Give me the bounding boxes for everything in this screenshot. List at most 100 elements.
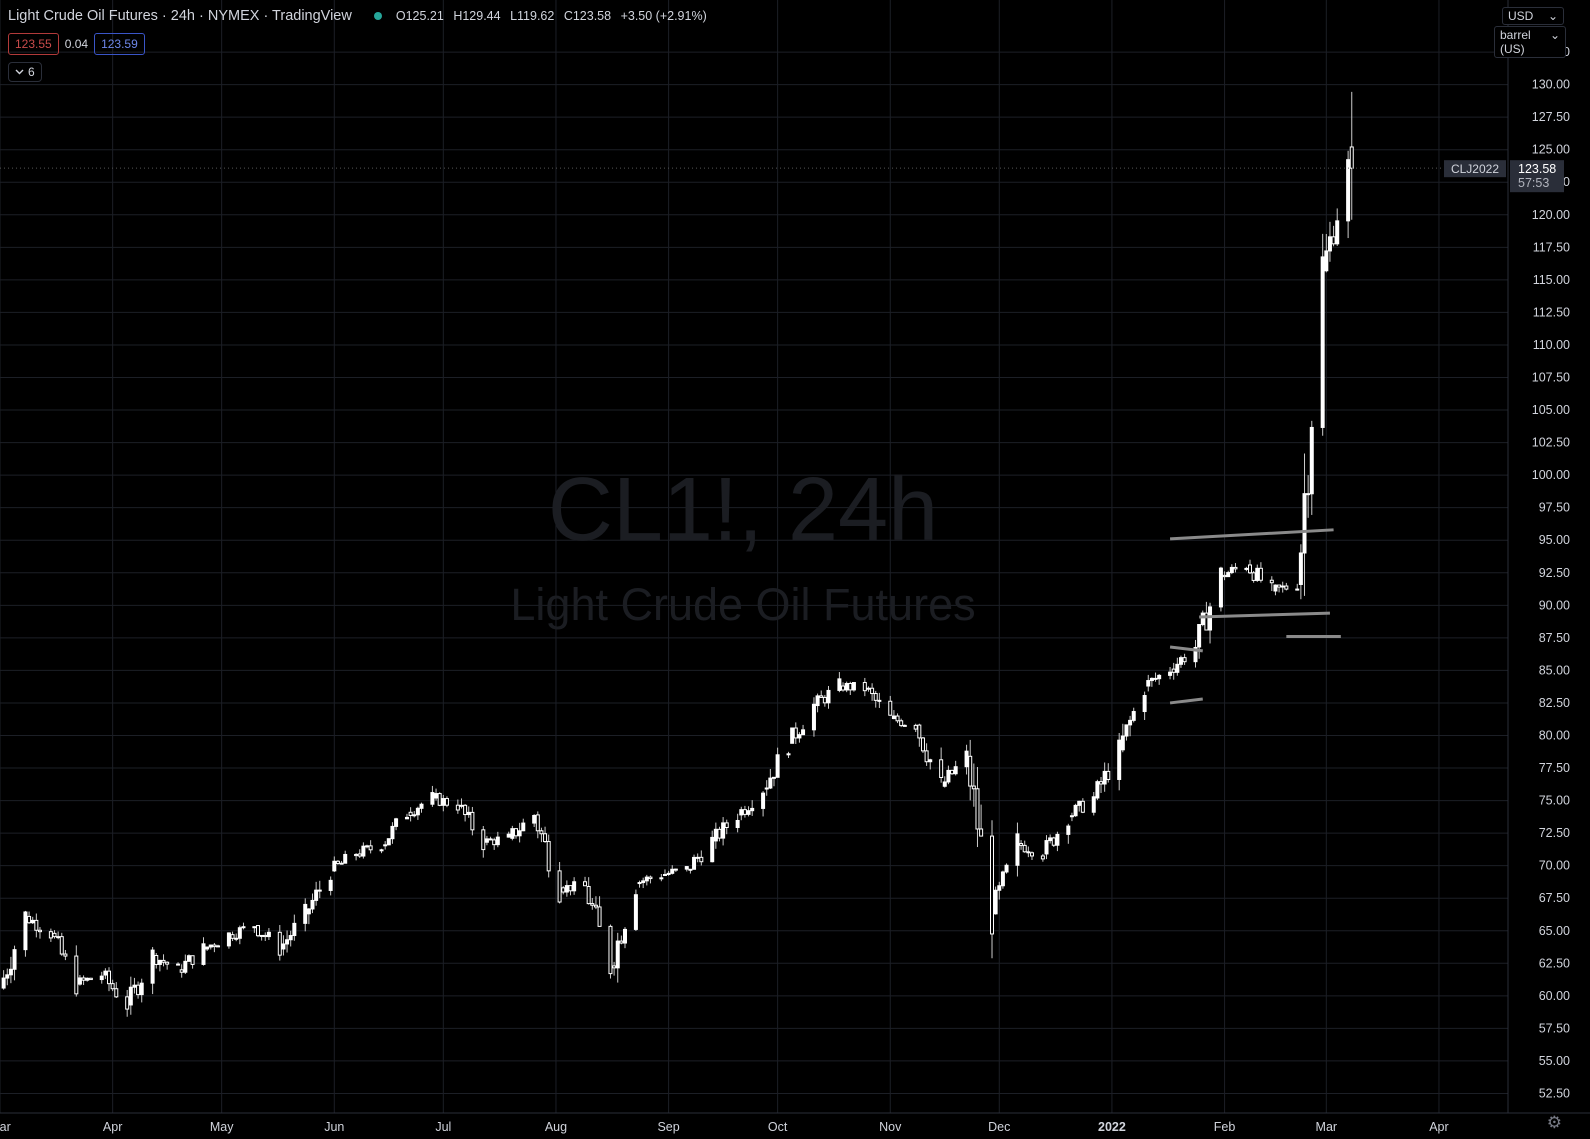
candle-body (971, 785, 976, 790)
price-tick-label: 85.00 (1539, 663, 1570, 677)
candle-body (368, 845, 373, 851)
candle-body (750, 807, 755, 812)
symbol-title[interactable]: Light Crude Oil Futures · 24h · NYMEX · … (8, 8, 352, 24)
candle-body (1295, 588, 1300, 591)
candle-body (361, 845, 366, 857)
candle-body (1128, 719, 1133, 726)
candle-body (37, 929, 42, 933)
candle-body (492, 839, 497, 846)
time-tick-label: Mar (1316, 1120, 1338, 1134)
unit-select[interactable]: barrel (US) ⌄ (1494, 26, 1566, 58)
last-price-label: CLJ2022 123.58 57:53 (1444, 160, 1564, 193)
price-tick-label: 112.50 (1533, 305, 1570, 319)
market-status-icon[interactable] (373, 12, 382, 20)
candle-body (357, 853, 362, 857)
candle-body (5, 974, 10, 979)
candle-body (125, 996, 130, 1010)
candle-body (1204, 612, 1209, 631)
candle-body (673, 868, 678, 871)
candle-body (314, 889, 319, 901)
candle-body (506, 833, 511, 838)
candle-body (659, 877, 664, 880)
candle-body (1040, 855, 1045, 860)
price-tick-label: 92.50 (1539, 566, 1570, 580)
candle-body (510, 828, 515, 839)
candle-body (1106, 770, 1111, 780)
candle-body (699, 856, 704, 863)
quote-panel: 123.55 0.04 123.59 (8, 33, 145, 55)
candle-body (1044, 840, 1049, 855)
candle-body (365, 845, 370, 848)
candle-body (1178, 657, 1183, 665)
candles (1, 91, 1354, 1017)
candle-body (48, 931, 53, 939)
gear-icon[interactable]: ⚙ (1546, 1113, 1562, 1132)
watermark: CL1!, 24h Light Crude Oil Futures (510, 460, 975, 630)
candle-body (230, 934, 235, 939)
candle-body (521, 822, 526, 832)
candle-body (85, 977, 90, 981)
candle-body (920, 737, 925, 752)
candle-body (1055, 833, 1060, 846)
candle-body (354, 853, 359, 857)
candle-body (277, 931, 282, 956)
candle-body (1099, 781, 1104, 785)
candle-body (103, 970, 108, 976)
trendlines[interactable] (1169, 528, 1341, 705)
candle-body (964, 750, 969, 768)
unit-value: barrel (US) (1500, 28, 1531, 56)
time-tick-label: Nov (879, 1120, 902, 1134)
price-tick-label: 52.50 (1539, 1086, 1570, 1100)
candle-body (1146, 680, 1151, 687)
candle-body (633, 894, 638, 930)
candle-body (950, 769, 955, 775)
candle-body (710, 836, 715, 863)
price-tick-label: 72.50 (1539, 826, 1570, 840)
candle-body (328, 879, 333, 891)
candle-body (939, 759, 944, 779)
sell-price-button[interactable]: 123.55 (8, 33, 59, 55)
price-tick-label: 125.00 (1532, 143, 1570, 157)
countdown-tag: 57:53 (1518, 176, 1549, 190)
candle-body (208, 944, 213, 948)
candle-body (612, 965, 617, 969)
candle-body (12, 949, 17, 970)
candle-body (670, 868, 675, 874)
candle-body (1073, 804, 1078, 817)
time-scale[interactable]: Mar Apr May Jun Jul Aug Sep Oct Nov Dec 2022 Feb Mar… (0, 1120, 1449, 1134)
candle-body (1168, 671, 1173, 676)
candle-body (990, 835, 995, 935)
candle-body (891, 715, 896, 720)
price-tick-label: 87.50 (1539, 631, 1570, 645)
trendline (1169, 697, 1203, 705)
price-tick-label: 105.00 (1532, 403, 1570, 417)
low-value: L119.62 (510, 9, 555, 23)
candle-body (241, 926, 246, 929)
candle-body (281, 943, 286, 950)
candle-body (1120, 735, 1125, 751)
candle-body (157, 959, 162, 965)
price-tick-label: 110.00 (1533, 338, 1570, 352)
candle-body (1251, 572, 1256, 581)
indicators-toggle-button[interactable]: 6 (8, 62, 42, 82)
candle-body (1200, 612, 1205, 626)
buy-price-button[interactable]: 123.59 (94, 33, 145, 55)
candle-body (793, 727, 798, 739)
time-tick-label: Dec (988, 1120, 1010, 1134)
currency-select[interactable]: USD ⌄ (1502, 7, 1564, 25)
candle-body (1019, 843, 1024, 846)
time-tick-label: Sep (657, 1120, 679, 1134)
trendline (1169, 528, 1334, 541)
chevron-down-icon: ⌄ (1549, 28, 1560, 42)
candle-body (1066, 825, 1071, 835)
price-tick-label: 107.50 (1532, 371, 1570, 385)
candle-body (1280, 585, 1285, 588)
change-value: +3.50 (+2.91%) (620, 9, 707, 23)
candle-body (968, 755, 973, 787)
candle-body (343, 853, 348, 864)
candle-body (644, 876, 649, 882)
time-tick-label: Jun (324, 1120, 344, 1134)
candle-body (608, 925, 613, 975)
candle-body (815, 695, 820, 707)
